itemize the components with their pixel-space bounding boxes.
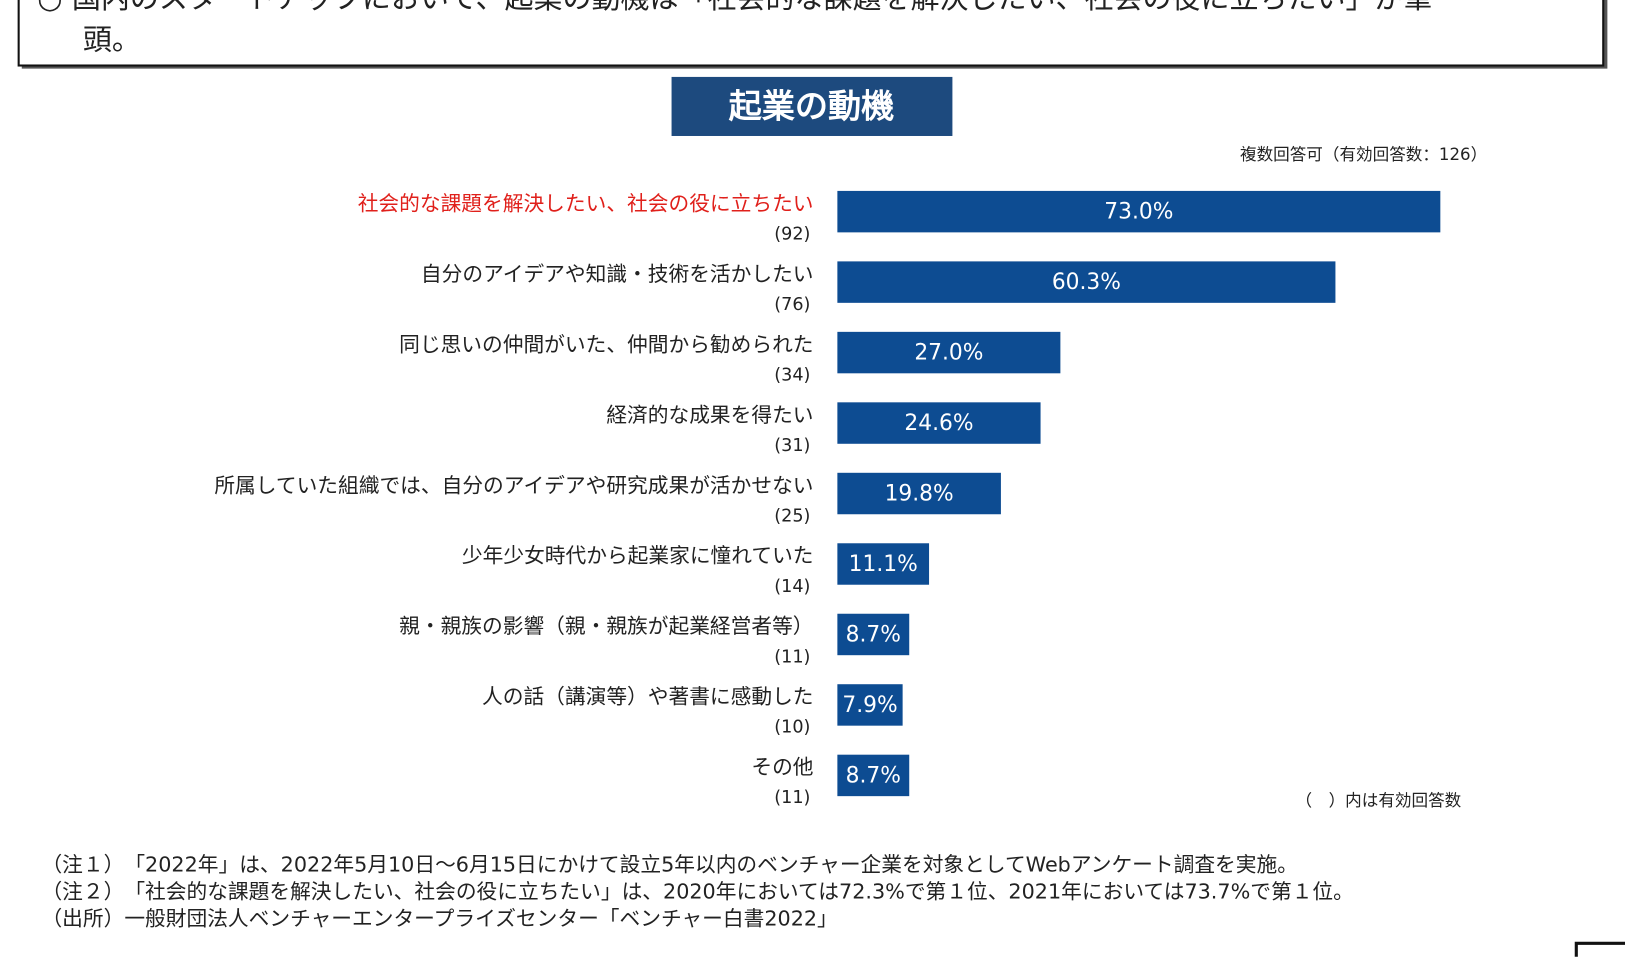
category-label: 社会的な課題を解決したい、社会の役に立ちたい — [358, 191, 814, 215]
bar — [837, 684, 903, 726]
value-label: 27.0% — [914, 341, 983, 366]
category-label: 所属していた組織では、自分のアイデアや研究成果が活かせない — [214, 473, 813, 497]
header-box — [17, 0, 1605, 67]
bar — [837, 190, 1441, 233]
count-label: (11) — [774, 647, 810, 667]
category-label: 親・親族の影響（親・親族が起業経営者等） — [399, 614, 813, 638]
count-label: (25) — [774, 506, 810, 526]
value-label: 73.0% — [1104, 200, 1173, 225]
value-label: 60.3% — [1052, 270, 1121, 295]
count-label: (14) — [774, 577, 810, 597]
category-label: 人の話（講演等）や著書に感動した — [482, 685, 814, 709]
bar — [837, 261, 1336, 303]
category-label: 同じ思いの仲間がいた、仲間から勧められた — [399, 332, 813, 356]
corner-frame — [1574, 941, 1625, 957]
count-label: (31) — [774, 436, 810, 456]
value-label: 7.9% — [842, 693, 897, 718]
chart-note: （ ）内は有効回答数 — [1295, 791, 1461, 810]
bar — [837, 331, 1061, 374]
value-label: 19.8% — [885, 482, 954, 507]
chart-subtitle: 複数回答可（有効回答数：126） — [1240, 145, 1487, 164]
footnote: （注２） 「社会的な課題を解決したい、社会の役に立ちたい」は、2020年において… — [41, 880, 1353, 904]
title-box — [671, 76, 953, 136]
count-label: (76) — [774, 295, 810, 315]
header-line: 頭。 — [83, 23, 141, 57]
bar — [837, 543, 930, 585]
count-label: (10) — [774, 718, 810, 738]
count-label: (34) — [774, 365, 810, 385]
category-label: 少年少女時代から起業家に憧れていた — [462, 544, 814, 568]
chart-title: 起業の動機 — [729, 87, 895, 126]
category-label: その他 — [751, 755, 813, 779]
bar — [837, 613, 910, 656]
count-label: (11) — [774, 788, 810, 808]
value-label: 8.7% — [846, 623, 901, 648]
category-label: 自分のアイデアや知識・技術を活かしたい — [421, 262, 814, 286]
count-label: (92) — [774, 224, 810, 244]
footnote: （出所）一般財団法人ベンチャーエンタープライズセンター「ベンチャー白書2022」 — [41, 906, 837, 930]
bar — [837, 754, 910, 797]
value-label: 11.1% — [849, 552, 918, 577]
value-label: 24.6% — [904, 411, 973, 436]
value-label: 8.7% — [846, 763, 901, 788]
bar — [837, 402, 1041, 444]
category-label: 経済的な成果を得たい — [606, 403, 813, 427]
footnote: （注１） 「2022年」は、2022年5月10日～6月15日にかけて設立5年以内… — [41, 853, 1297, 877]
bar — [837, 472, 1001, 515]
header-line: ○ 国内のスタートアップにおいて、起業の動機は「社会的な課題を解決したい、社会の… — [37, 0, 1432, 15]
